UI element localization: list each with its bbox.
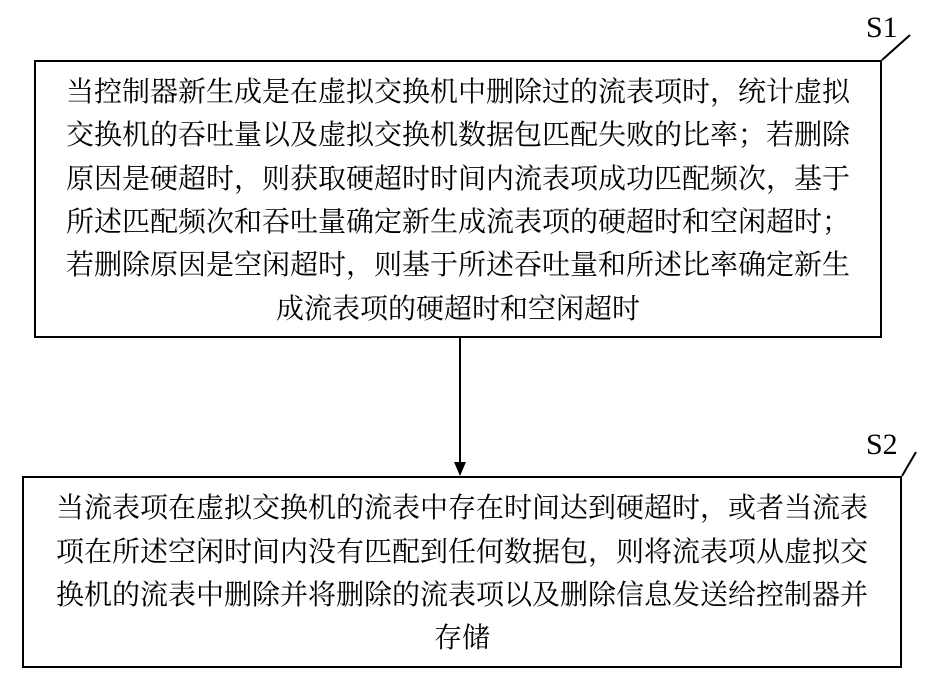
step-label-s1: S1 (866, 11, 898, 45)
flowchart-node-s1: 当控制器新生成是在虚拟交换机中删除过的流表项时，统计虚拟交换机的吞吐量以及虚拟交… (34, 60, 882, 338)
node-text: 当流表项在虚拟交换机的流表中存在时间达到硬超时，或者当流表项在所述空闲时间内没有… (52, 485, 872, 659)
step-label-s2: S2 (866, 428, 898, 462)
flowchart-node-s2: 当流表项在虚拟交换机的流表中存在时间达到硬超时，或者当流表项在所述空闲时间内没有… (22, 476, 902, 668)
node-text: 当控制器新生成是在虚拟交换机中删除过的流表项时，统计虚拟交换机的吞吐量以及虚拟交… (64, 69, 852, 329)
flowchart-canvas: 当控制器新生成是在虚拟交换机中删除过的流表项时，统计虚拟交换机的吞吐量以及虚拟交… (0, 0, 935, 679)
